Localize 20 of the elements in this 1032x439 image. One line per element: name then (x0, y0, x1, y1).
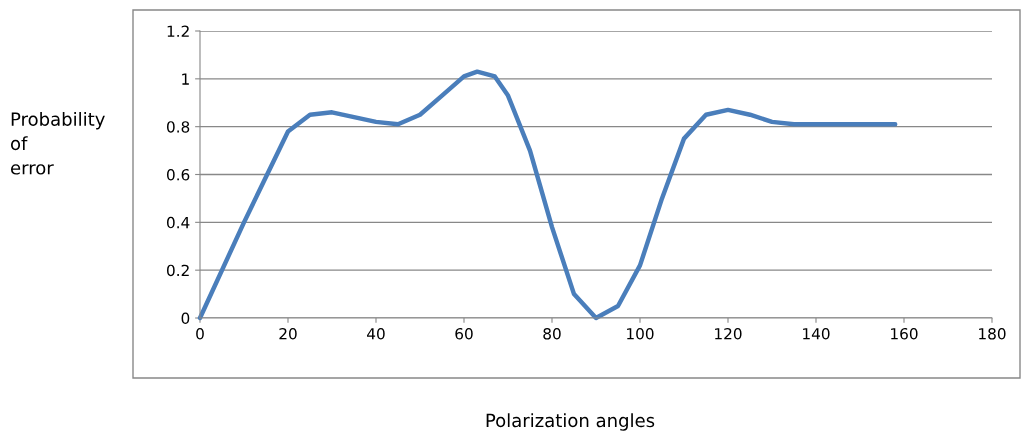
x-tick-label: 180 (979, 327, 1006, 340)
x-tick-label: 160 (891, 327, 918, 340)
x-tick-label: 120 (715, 327, 742, 340)
y-tick-label: 0.6 (166, 168, 190, 181)
x-tick-label: 20 (279, 327, 297, 340)
y-tick-label: 0.8 (166, 121, 190, 133)
x-tick-label: 60 (455, 327, 473, 340)
x-axis-title: Polarization angles (486, 413, 655, 431)
x-tick-label: 40 (367, 327, 385, 340)
line-series (197, 69, 898, 321)
y-tick-label: 0.4 (166, 216, 190, 229)
x-tick-label: 0 (196, 327, 204, 340)
y-tick-label: 1.2 (167, 25, 189, 37)
y-tick-label: 0.2 (166, 264, 189, 277)
x-tick-label: 140 (803, 327, 830, 340)
x-tick-label: 80 (543, 327, 561, 340)
y-tick-label: 0 (181, 312, 190, 325)
x-tick-label: 100 (627, 327, 654, 340)
y-tick-label: 1 (182, 73, 189, 85)
y-axis-title: Probability of error (11, 111, 105, 175)
